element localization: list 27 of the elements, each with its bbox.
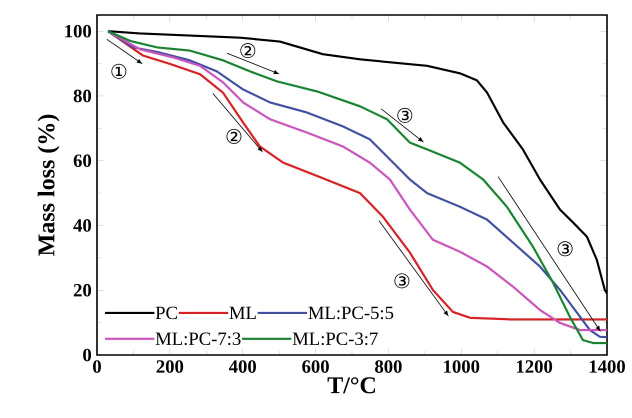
x-tick-label: 0 xyxy=(93,360,101,373)
y-axis-title: Mass loss (%) xyxy=(38,114,60,256)
legend-label: ML:PC-7:3 xyxy=(156,332,241,346)
x-tick-label: 1200 xyxy=(516,360,552,373)
annotation: ③ xyxy=(397,108,412,123)
x-tick-label: 1400 xyxy=(590,360,625,373)
y-tick-label: 80 xyxy=(74,90,92,102)
annotation: ② xyxy=(240,43,256,58)
x-tick-label: 600 xyxy=(302,360,329,373)
x-axis-title: T/°C xyxy=(328,377,375,394)
legend-label: ML:PC-3:7 xyxy=(292,332,378,346)
legend-label: ML xyxy=(229,306,256,320)
annotation: ③ xyxy=(394,273,410,288)
x-tick-label: 200 xyxy=(156,360,184,373)
y-tick-label: 40 xyxy=(73,219,92,232)
annotation: ① xyxy=(111,64,126,79)
legend-label: PC xyxy=(156,306,177,320)
y-tick-label: 100 xyxy=(65,24,92,38)
annotation: ③ xyxy=(558,241,573,256)
y-tick-label: 20 xyxy=(74,284,92,297)
x-tick-label: 800 xyxy=(375,360,402,373)
legend-label: ML:PC-5:5 xyxy=(308,306,394,320)
y-tick-label: 60 xyxy=(74,154,92,168)
x-tick-label: 1000 xyxy=(444,360,480,373)
x-tick-label: 400 xyxy=(228,360,256,373)
y-tick-label: 0 xyxy=(83,348,92,362)
annotation: ② xyxy=(226,128,242,144)
